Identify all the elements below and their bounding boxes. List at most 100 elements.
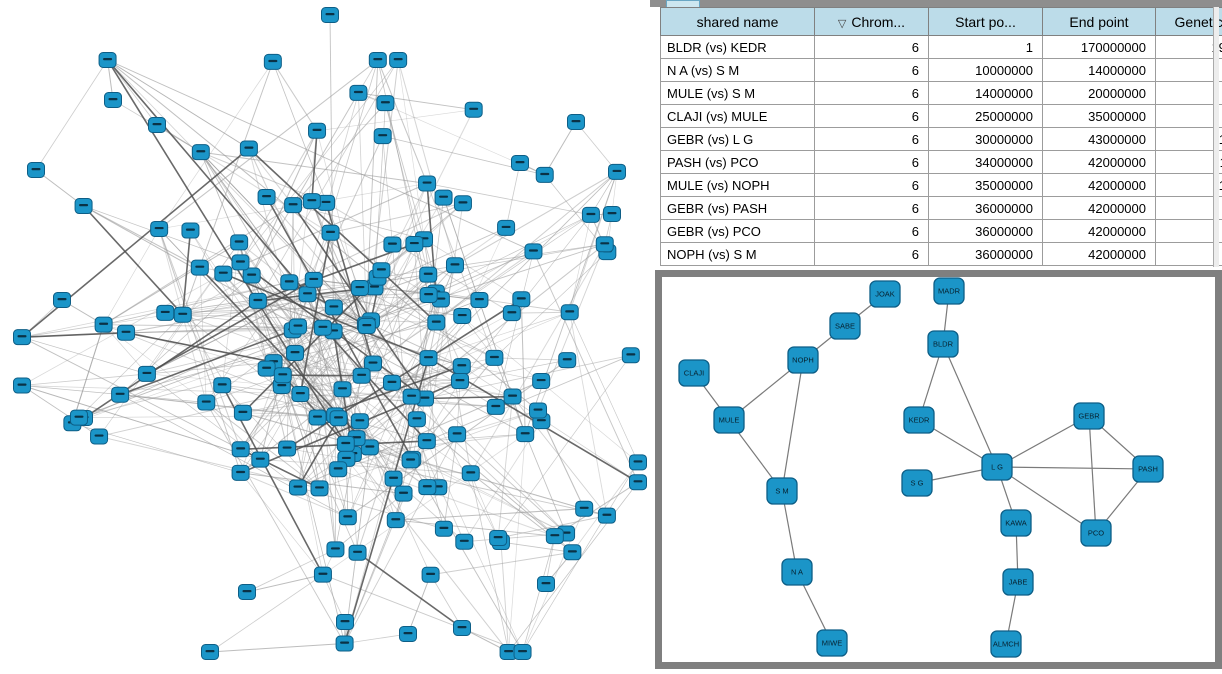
node-kedr[interactable]: KEDR <box>904 407 934 433</box>
column-header-end-point[interactable]: End point <box>1043 8 1156 36</box>
overview-node[interactable] <box>303 194 320 209</box>
overview-node[interactable] <box>449 427 466 442</box>
column-header-shared-name[interactable]: shared name <box>661 8 815 36</box>
overview-node[interactable] <box>157 305 174 320</box>
overview-node[interactable] <box>395 486 412 501</box>
overview-node[interactable] <box>322 8 339 23</box>
overview-node[interactable] <box>305 272 322 287</box>
network-edge-l-g-pash[interactable] <box>997 467 1148 469</box>
overview-node[interactable] <box>377 96 394 111</box>
overview-node[interactable] <box>454 308 471 323</box>
overview-node[interactable] <box>314 567 331 582</box>
overview-node[interactable] <box>385 471 402 486</box>
overview-node[interactable] <box>419 480 436 495</box>
node-almch[interactable]: ALMCH <box>991 631 1021 657</box>
overview-node[interactable] <box>182 223 199 238</box>
overview-node[interactable] <box>420 267 437 282</box>
overview-node[interactable] <box>609 164 626 179</box>
overview-node[interactable] <box>408 412 425 427</box>
network-edge-gebr-pco[interactable] <box>1089 416 1096 533</box>
overview-node[interactable] <box>400 627 417 642</box>
table-row[interactable]: MULE (vs) NOPH6350000004200000010.5 <box>661 174 1222 197</box>
overview-node[interactable] <box>536 167 553 182</box>
overview-node[interactable] <box>418 434 435 449</box>
overview-node[interactable] <box>533 373 550 388</box>
overview-node[interactable] <box>564 545 581 560</box>
overview-node[interactable] <box>406 236 423 251</box>
overview-node[interactable] <box>330 462 347 477</box>
overview-node[interactable] <box>232 442 249 457</box>
node-sabe[interactable]: SABE <box>830 313 860 339</box>
overview-node[interactable] <box>330 411 347 426</box>
overview-node[interactable] <box>314 320 331 335</box>
overview-node[interactable] <box>339 510 356 525</box>
overview-node[interactable] <box>384 237 401 252</box>
overview-node[interactable] <box>453 359 470 374</box>
overview-node[interactable] <box>471 293 488 308</box>
table-row[interactable]: GEBR (vs) L G6300000004300000016.9 <box>661 128 1222 151</box>
overview-node[interactable] <box>118 325 135 340</box>
overview-node[interactable] <box>353 368 370 383</box>
overview-node[interactable] <box>576 501 593 516</box>
overview-node[interactable] <box>70 410 87 425</box>
overview-node[interactable] <box>630 455 647 470</box>
overview-node[interactable] <box>240 141 257 156</box>
overview-node[interactable] <box>383 375 400 390</box>
overview-node[interactable] <box>486 350 503 365</box>
overview-node[interactable] <box>390 53 407 68</box>
node-noph[interactable]: NOPH <box>788 347 818 373</box>
overview-node[interactable] <box>374 129 391 144</box>
table-scroll-gutter[interactable] <box>1213 7 1219 267</box>
overview-node[interactable] <box>28 163 45 178</box>
table-row[interactable]: BLDR (vs) KEDR61170000000192.0 <box>661 36 1222 59</box>
network-edge-bldr-l-g[interactable] <box>943 344 997 467</box>
overview-node[interactable] <box>105 93 122 108</box>
overview-node[interactable] <box>490 531 507 546</box>
overview-node[interactable] <box>582 207 599 222</box>
overview-node[interactable] <box>274 368 291 383</box>
table-row[interactable]: MULE (vs) S M614000000200000007.5 <box>661 82 1222 105</box>
overview-node[interactable] <box>198 395 215 410</box>
overview-node[interactable] <box>174 307 191 322</box>
overview-node[interactable] <box>530 403 547 418</box>
overview-node[interactable] <box>402 453 419 468</box>
overview-node[interactable] <box>513 292 530 307</box>
overview-node[interactable] <box>349 545 366 560</box>
filter-icon[interactable]: ▽ <box>838 18 846 30</box>
overview-node[interactable] <box>559 353 576 368</box>
overview-node[interactable] <box>14 330 31 345</box>
overview-node[interactable] <box>192 145 209 160</box>
overview-node[interactable] <box>249 293 266 308</box>
overview-node[interactable] <box>334 382 351 397</box>
overview-node[interactable] <box>138 366 155 381</box>
overview-node[interactable] <box>75 199 92 214</box>
overview-node[interactable] <box>598 508 615 523</box>
overview-node[interactable] <box>420 351 437 366</box>
node-madr[interactable]: MADR <box>934 278 964 304</box>
node-s-g[interactable]: S G <box>902 470 932 496</box>
node-miwe[interactable]: MIWE <box>817 630 847 656</box>
table-row[interactable]: GEBR (vs) PASH636000000420000008.9 <box>661 197 1222 220</box>
node-joak[interactable]: JOAK <box>870 281 900 307</box>
overview-node[interactable] <box>309 410 326 425</box>
overview-node[interactable] <box>561 305 578 320</box>
overview-node[interactable] <box>369 53 386 68</box>
column-header-start-point[interactable]: Start po... <box>929 8 1043 36</box>
overview-node[interactable] <box>258 361 275 376</box>
overview-node[interactable] <box>435 521 452 536</box>
overview-node[interactable] <box>462 466 479 481</box>
overview-node[interactable] <box>387 513 404 528</box>
overview-node[interactable] <box>149 118 166 133</box>
overview-node[interactable] <box>287 346 304 361</box>
overview-node[interactable] <box>14 378 31 393</box>
overview-node[interactable] <box>487 399 504 414</box>
overview-node[interactable] <box>54 293 71 308</box>
overview-node[interactable] <box>504 389 521 404</box>
overview-node[interactable] <box>191 260 208 275</box>
overview-node[interactable] <box>232 255 249 270</box>
node-l-g[interactable]: L G <box>982 454 1012 480</box>
overview-node[interactable] <box>451 374 468 389</box>
overview-node[interactable] <box>95 317 112 332</box>
overview-node[interactable] <box>299 287 316 302</box>
column-header-chromosome[interactable]: ▽Chrom... <box>815 8 929 36</box>
